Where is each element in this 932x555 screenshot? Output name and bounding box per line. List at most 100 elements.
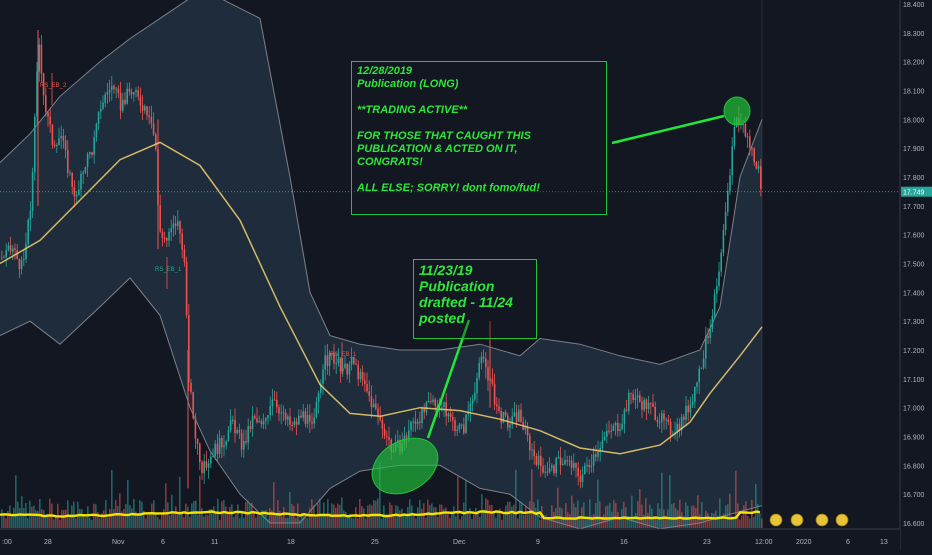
volume-bar [249,503,251,528]
annotation-connector-long [611,114,725,145]
volume-bar [87,506,89,528]
volume-bar [239,518,241,528]
candle-body [34,116,36,173]
candle-body [511,416,513,425]
candle-body [533,449,535,457]
volume-bar [533,502,535,528]
volume-bar [385,515,387,528]
annotation-publication-long[interactable]: 12/28/2019 Publication (LONG) **TRADING AC… [351,61,607,215]
candle-body [203,461,205,474]
candle-body [628,392,630,411]
volume-bar [313,505,315,528]
volume-bar [513,504,515,528]
event-icon[interactable] [835,513,849,527]
ellipse-highlight-peak[interactable] [723,96,751,126]
volume-bar [97,512,99,528]
candle-body [346,363,348,375]
candle-body [687,405,689,413]
candle-body [447,413,450,417]
volume-bar [187,506,189,528]
candle-body [359,371,362,380]
volume-bar [233,517,235,528]
candle-body [654,406,656,420]
annotation-line: Publication [419,278,495,294]
volume-bar [461,516,463,528]
volume-bar [287,518,289,528]
candle-body [544,471,546,473]
volume-bar [393,516,395,528]
volume-bar [607,505,609,528]
candle-body [36,71,38,117]
candle-body [64,140,67,150]
bollinger-band-fill [0,0,762,529]
candle-body [713,293,716,316]
candle-body [573,463,575,469]
candle-body [641,401,643,410]
time-tick-label: 28 [44,539,52,546]
candle-body [117,88,120,93]
volume-bar [719,498,721,528]
volume-bar [209,509,211,528]
moving-average-line [0,141,763,455]
candle-body [302,411,304,418]
event-icon[interactable] [790,513,804,527]
time-tick-label: 16 [620,539,628,546]
candle-body [311,421,313,424]
volume-bar [441,504,443,528]
annotation-connector-drafted [426,319,471,439]
volume-bar [159,519,161,528]
ellipse-highlight-publication[interactable] [362,427,448,505]
candle-body [124,99,126,104]
volume-bar [53,519,55,528]
volume-bar [243,517,245,528]
annotation-publication-drafted[interactable]: 11/23/19 Publication drafted - 11/24 posted [413,259,537,339]
volume-bar [397,506,399,528]
volume-bar [251,502,253,528]
candle-body [432,399,434,402]
candle-body [225,441,227,446]
candle-body [513,412,516,417]
annotation-line: PUBLICATION & ACTED ON IT, [357,143,518,155]
candle-body [683,416,685,420]
volume-bar [89,517,91,528]
annotation-line: **TRADING ACTIVE** [357,104,468,116]
volume-bar [15,475,17,528]
price-tick-label: 17.400 [903,290,925,297]
candle-body [491,378,494,384]
volume-bar [155,515,157,528]
candle-body [337,358,340,364]
signal-marker-label: RS_EB_1 [155,267,182,273]
price-tick-label: 18.200 [903,60,925,67]
volume-bar [459,519,461,528]
volume-bar [343,510,345,528]
candle-body [581,474,584,482]
candle-body [190,382,192,393]
volume-bar [1,509,3,528]
candle-body [38,44,40,72]
candle-body [40,44,43,74]
candle-body [724,212,727,230]
candle-body [214,443,216,457]
time-tick-label: 25 [371,539,379,546]
candle-body [557,457,560,459]
candle-body [601,440,604,448]
volume-bar [497,512,499,528]
volume-bar [47,514,49,528]
candle-body [381,420,384,429]
candle-body [678,423,681,431]
volume-bar [761,518,763,528]
candle-body [126,88,128,104]
volume-bar [749,518,751,528]
volume-bar [723,513,725,528]
candle-body [12,248,14,252]
volume-bar [111,470,113,528]
volume-bar [225,506,227,528]
event-icon[interactable] [815,513,829,527]
event-icon[interactable] [769,513,783,527]
volume-bar [519,500,521,528]
volume-bar [407,506,409,528]
candle-body [584,465,586,475]
candle-body [454,420,456,431]
